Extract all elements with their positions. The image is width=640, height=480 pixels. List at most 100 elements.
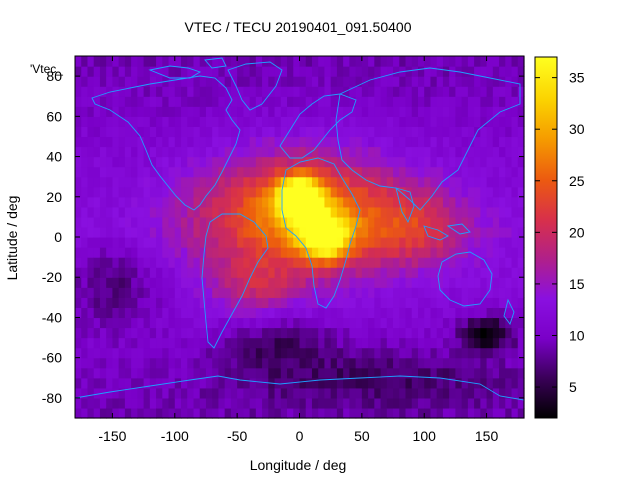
heatmap-cell <box>268 126 276 138</box>
heatmap-cell <box>368 126 375 138</box>
heatmap-cell <box>368 166 375 178</box>
heatmap-cell <box>374 267 382 278</box>
heatmap-cell <box>205 196 213 208</box>
heatmap-cell <box>399 106 407 117</box>
heatmap-cell <box>106 196 114 208</box>
heatmap-cell <box>511 347 519 359</box>
heatmap-cell <box>517 166 525 178</box>
heatmap-cell <box>442 337 450 349</box>
heatmap-cell <box>174 126 182 138</box>
heatmap-cell <box>187 116 195 127</box>
heatmap-cell <box>93 407 101 419</box>
heatmap-cell <box>517 317 525 329</box>
heatmap-cell <box>424 267 432 278</box>
heatmap-cell <box>274 257 282 268</box>
legend-label: 'Vtec_ <box>30 62 63 76</box>
heatmap-cell <box>156 367 163 379</box>
heatmap-cell <box>480 287 488 298</box>
heatmap-cell <box>492 106 500 117</box>
heatmap-cell <box>393 247 400 258</box>
heatmap-cell <box>280 226 288 238</box>
heatmap-cell <box>218 297 226 308</box>
heatmap-cell <box>336 297 344 308</box>
heatmap-cell <box>287 257 294 268</box>
heatmap-cell <box>393 116 400 127</box>
heatmap-cell <box>405 317 413 329</box>
heatmap-cell <box>499 377 506 389</box>
heatmap-cell <box>449 226 457 238</box>
heatmap-cell <box>318 56 326 67</box>
heatmap-cell <box>193 237 201 248</box>
heatmap-cell <box>336 257 344 268</box>
heatmap-cell <box>393 96 400 107</box>
heatmap-cell <box>486 216 494 228</box>
heatmap-cell <box>287 176 294 188</box>
heatmap-cell <box>486 116 494 127</box>
heatmap-cell <box>405 76 413 87</box>
heatmap-cell <box>124 56 132 67</box>
heatmap-cell <box>237 317 244 329</box>
heatmap-cell <box>480 96 488 107</box>
heatmap-cell <box>93 66 101 77</box>
heatmap-cell <box>118 367 126 379</box>
heatmap-cell <box>87 206 95 218</box>
heatmap-cell <box>393 297 400 308</box>
heatmap-cell <box>424 247 432 258</box>
heatmap-cell <box>87 216 95 228</box>
heatmap-cell <box>156 387 163 399</box>
heatmap-cell <box>336 387 344 399</box>
heatmap-cell <box>467 327 475 339</box>
heatmap-cell <box>411 277 419 288</box>
heatmap-cell <box>311 206 319 218</box>
heatmap-cell <box>218 176 226 188</box>
heatmap-cell <box>187 367 195 379</box>
heatmap-cell <box>455 357 463 369</box>
heatmap-cell <box>486 317 494 329</box>
heatmap-cell <box>436 267 444 278</box>
heatmap-cell <box>181 86 188 97</box>
heatmap-cell <box>218 317 226 329</box>
heatmap-cell <box>174 397 182 409</box>
heatmap-cell <box>492 407 500 419</box>
heatmap-cell <box>187 146 195 158</box>
heatmap-cell <box>311 237 319 248</box>
heatmap-cell <box>112 176 120 188</box>
heatmap-cell <box>168 237 176 248</box>
heatmap-cell <box>243 347 251 359</box>
heatmap-cell <box>274 247 282 258</box>
heatmap-cell <box>505 116 513 127</box>
heatmap-cell <box>106 176 114 188</box>
heatmap-cell <box>318 337 326 349</box>
heatmap-cell <box>255 216 263 228</box>
heatmap-cell <box>287 287 294 298</box>
australia-coast <box>437 251 493 307</box>
heatmap-cell <box>218 357 226 369</box>
heatmap-cell <box>87 226 95 238</box>
heatmap-cell <box>374 387 382 399</box>
heatmap-cell <box>230 146 238 158</box>
heatmap-cell <box>168 367 176 379</box>
heatmap-cell <box>424 297 432 308</box>
heatmap-cell <box>287 146 294 158</box>
heatmap-cell <box>411 407 419 419</box>
heatmap-cell <box>237 407 244 419</box>
heatmap-cell <box>237 186 244 198</box>
heatmap-cell <box>149 317 157 329</box>
heatmap-cell <box>486 206 494 218</box>
heatmap-cell <box>474 297 481 308</box>
heatmap-cell <box>374 237 382 248</box>
heatmap-cell <box>93 136 101 148</box>
heatmap-cell <box>112 407 120 419</box>
heatmap-cell <box>156 357 163 369</box>
heatmap-cell <box>505 176 513 188</box>
heatmap-cell <box>280 66 288 77</box>
heatmap-cell <box>205 66 213 77</box>
heatmap-cell <box>293 247 301 258</box>
heatmap-cell <box>455 287 463 298</box>
heatmap-cell <box>399 357 407 369</box>
heatmap-cell <box>305 307 313 319</box>
heatmap-cell <box>199 146 207 158</box>
heatmap-cell <box>449 196 457 208</box>
heatmap-cell <box>181 56 188 67</box>
heatmap-cell <box>99 166 107 178</box>
